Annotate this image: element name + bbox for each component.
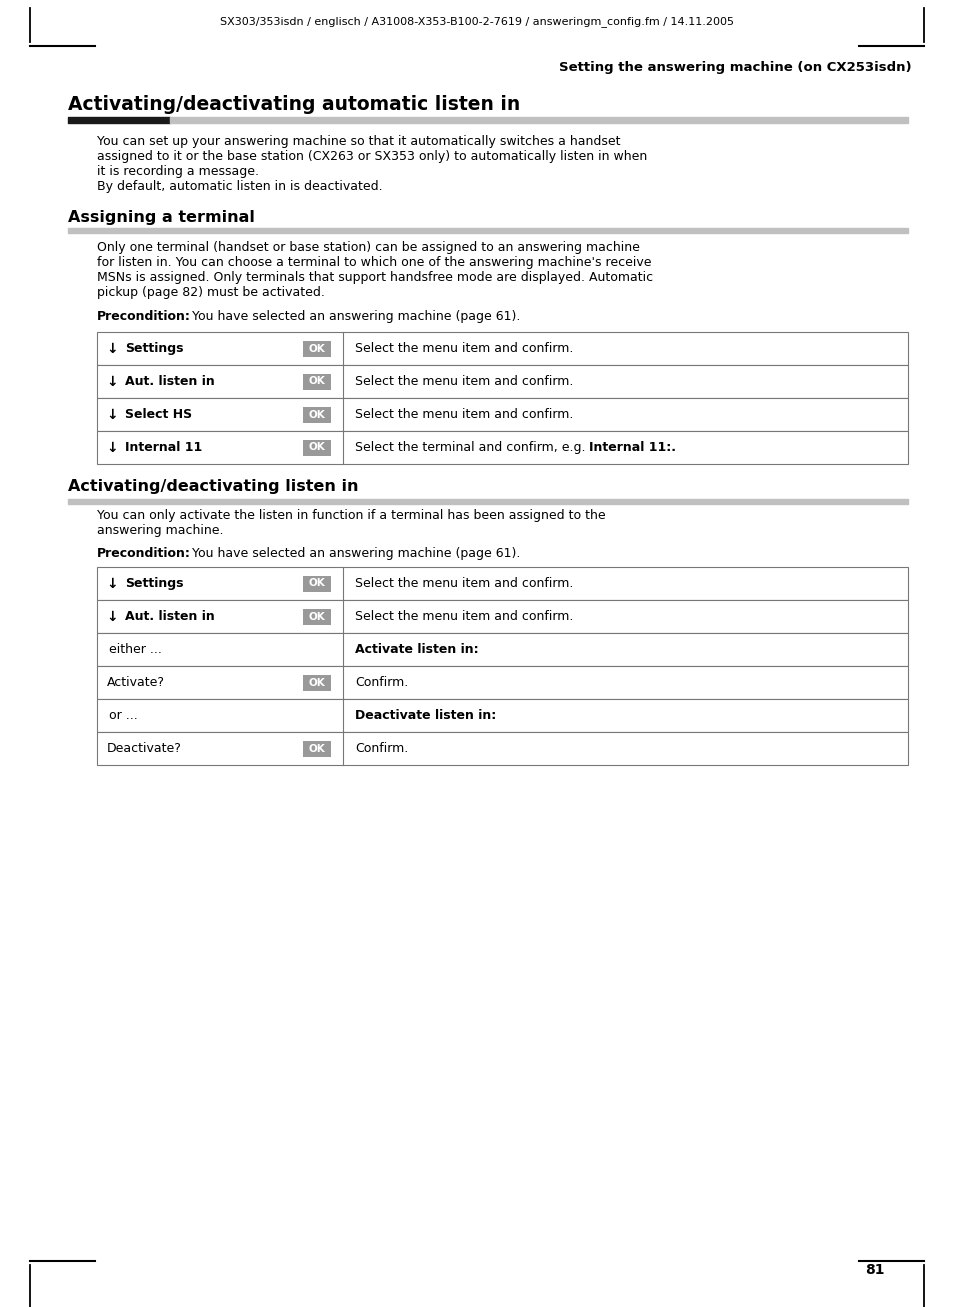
- Bar: [97, 600, 907, 633]
- Text: Internal 11: Internal 11: [125, 440, 202, 454]
- Text: ↓: ↓: [106, 440, 117, 455]
- Bar: [303, 374, 331, 389]
- Text: Confirm.: Confirm.: [355, 742, 408, 755]
- Text: Settings: Settings: [125, 576, 183, 589]
- Text: Activate?: Activate?: [107, 676, 165, 689]
- Text: Precondition:: Precondition:: [97, 310, 191, 323]
- Bar: [97, 567, 907, 600]
- Bar: [303, 741, 331, 757]
- Text: or ...: or ...: [109, 708, 137, 721]
- Text: answering machine.: answering machine.: [97, 524, 223, 537]
- Text: OK: OK: [309, 677, 325, 687]
- Text: Settings: Settings: [125, 342, 183, 356]
- Bar: [97, 431, 907, 464]
- Text: Select HS: Select HS: [125, 408, 192, 421]
- Text: By default, automatic listen in is deactivated.: By default, automatic listen in is deact…: [97, 180, 382, 193]
- Text: OK: OK: [309, 344, 325, 353]
- Bar: [97, 699, 907, 732]
- Bar: [97, 667, 907, 699]
- Text: Activating/deactivating listen in: Activating/deactivating listen in: [68, 478, 358, 494]
- Text: Select the menu item and confirm.: Select the menu item and confirm.: [355, 375, 573, 388]
- Text: You have selected an answering machine (page 61).: You have selected an answering machine (…: [188, 310, 519, 323]
- Bar: [303, 406, 331, 422]
- Bar: [97, 633, 907, 667]
- Text: ↓: ↓: [106, 341, 117, 356]
- Bar: [97, 399, 907, 431]
- Bar: [97, 732, 907, 765]
- Text: Aut. listen in: Aut. listen in: [125, 375, 214, 388]
- Text: Precondition:: Precondition:: [97, 548, 191, 559]
- Text: assigned to it or the base station (CX263 or SX353 only) to automatically listen: assigned to it or the base station (CX26…: [97, 150, 646, 163]
- Text: 81: 81: [864, 1263, 883, 1277]
- Text: Select the menu item and confirm.: Select the menu item and confirm.: [355, 576, 573, 589]
- Text: OK: OK: [309, 376, 325, 387]
- Text: Deactivate?: Deactivate?: [107, 742, 182, 755]
- Text: You can only activate the listen in function if a terminal has been assigned to : You can only activate the listen in func…: [97, 508, 605, 521]
- Text: Only one terminal (handset or base station) can be assigned to an answering mach: Only one terminal (handset or base stati…: [97, 240, 639, 254]
- Text: OK: OK: [309, 443, 325, 452]
- Text: You have selected an answering machine (page 61).: You have selected an answering machine (…: [188, 548, 519, 559]
- Bar: [303, 609, 331, 625]
- Text: You can set up your answering machine so that it automatically switches a handse: You can set up your answering machine so…: [97, 135, 619, 148]
- Text: ↓: ↓: [106, 375, 117, 388]
- Text: it is recording a message.: it is recording a message.: [97, 165, 258, 178]
- Text: OK: OK: [309, 744, 325, 754]
- Text: Select the menu item and confirm.: Select the menu item and confirm.: [355, 342, 573, 356]
- Text: ↓: ↓: [106, 609, 117, 623]
- Text: OK: OK: [309, 612, 325, 622]
- Text: Activating/deactivating automatic listen in: Activating/deactivating automatic listen…: [68, 95, 519, 114]
- Text: Assigning a terminal: Assigning a terminal: [68, 210, 254, 225]
- Bar: [303, 674, 331, 690]
- Text: pickup (page 82) must be activated.: pickup (page 82) must be activated.: [97, 286, 325, 299]
- Text: MSNs is assigned. Only terminals that support handsfree mode are displayed. Auto: MSNs is assigned. Only terminals that su…: [97, 271, 653, 284]
- Bar: [303, 341, 331, 357]
- Bar: [303, 439, 331, 456]
- Text: ↓: ↓: [106, 576, 117, 591]
- Text: Confirm.: Confirm.: [355, 676, 408, 689]
- Text: for listen in. You can choose a terminal to which one of the answering machine's: for listen in. You can choose a terminal…: [97, 256, 651, 269]
- Text: Internal 11:.: Internal 11:.: [589, 440, 676, 454]
- Bar: [97, 332, 907, 365]
- Text: Select the terminal and confirm, e.g.: Select the terminal and confirm, e.g.: [355, 440, 589, 454]
- Text: Select the menu item and confirm.: Select the menu item and confirm.: [355, 408, 573, 421]
- Text: SX303/353isdn / englisch / A31008-X353-B100-2-7619 / answeringm_config.fm / 14.1: SX303/353isdn / englisch / A31008-X353-B…: [220, 17, 733, 27]
- Text: OK: OK: [309, 579, 325, 588]
- Text: ↓: ↓: [106, 408, 117, 421]
- Bar: [97, 365, 907, 399]
- Text: Select the menu item and confirm.: Select the menu item and confirm.: [355, 610, 573, 623]
- Text: Setting the answering machine (on CX253isdn): Setting the answering machine (on CX253i…: [558, 61, 911, 74]
- Text: Aut. listen in: Aut. listen in: [125, 610, 214, 623]
- Text: Deactivate listen in:: Deactivate listen in:: [355, 708, 496, 721]
- Text: OK: OK: [309, 409, 325, 420]
- Text: either ...: either ...: [109, 643, 162, 656]
- Text: Activate listen in:: Activate listen in:: [355, 643, 478, 656]
- Bar: [303, 575, 331, 592]
